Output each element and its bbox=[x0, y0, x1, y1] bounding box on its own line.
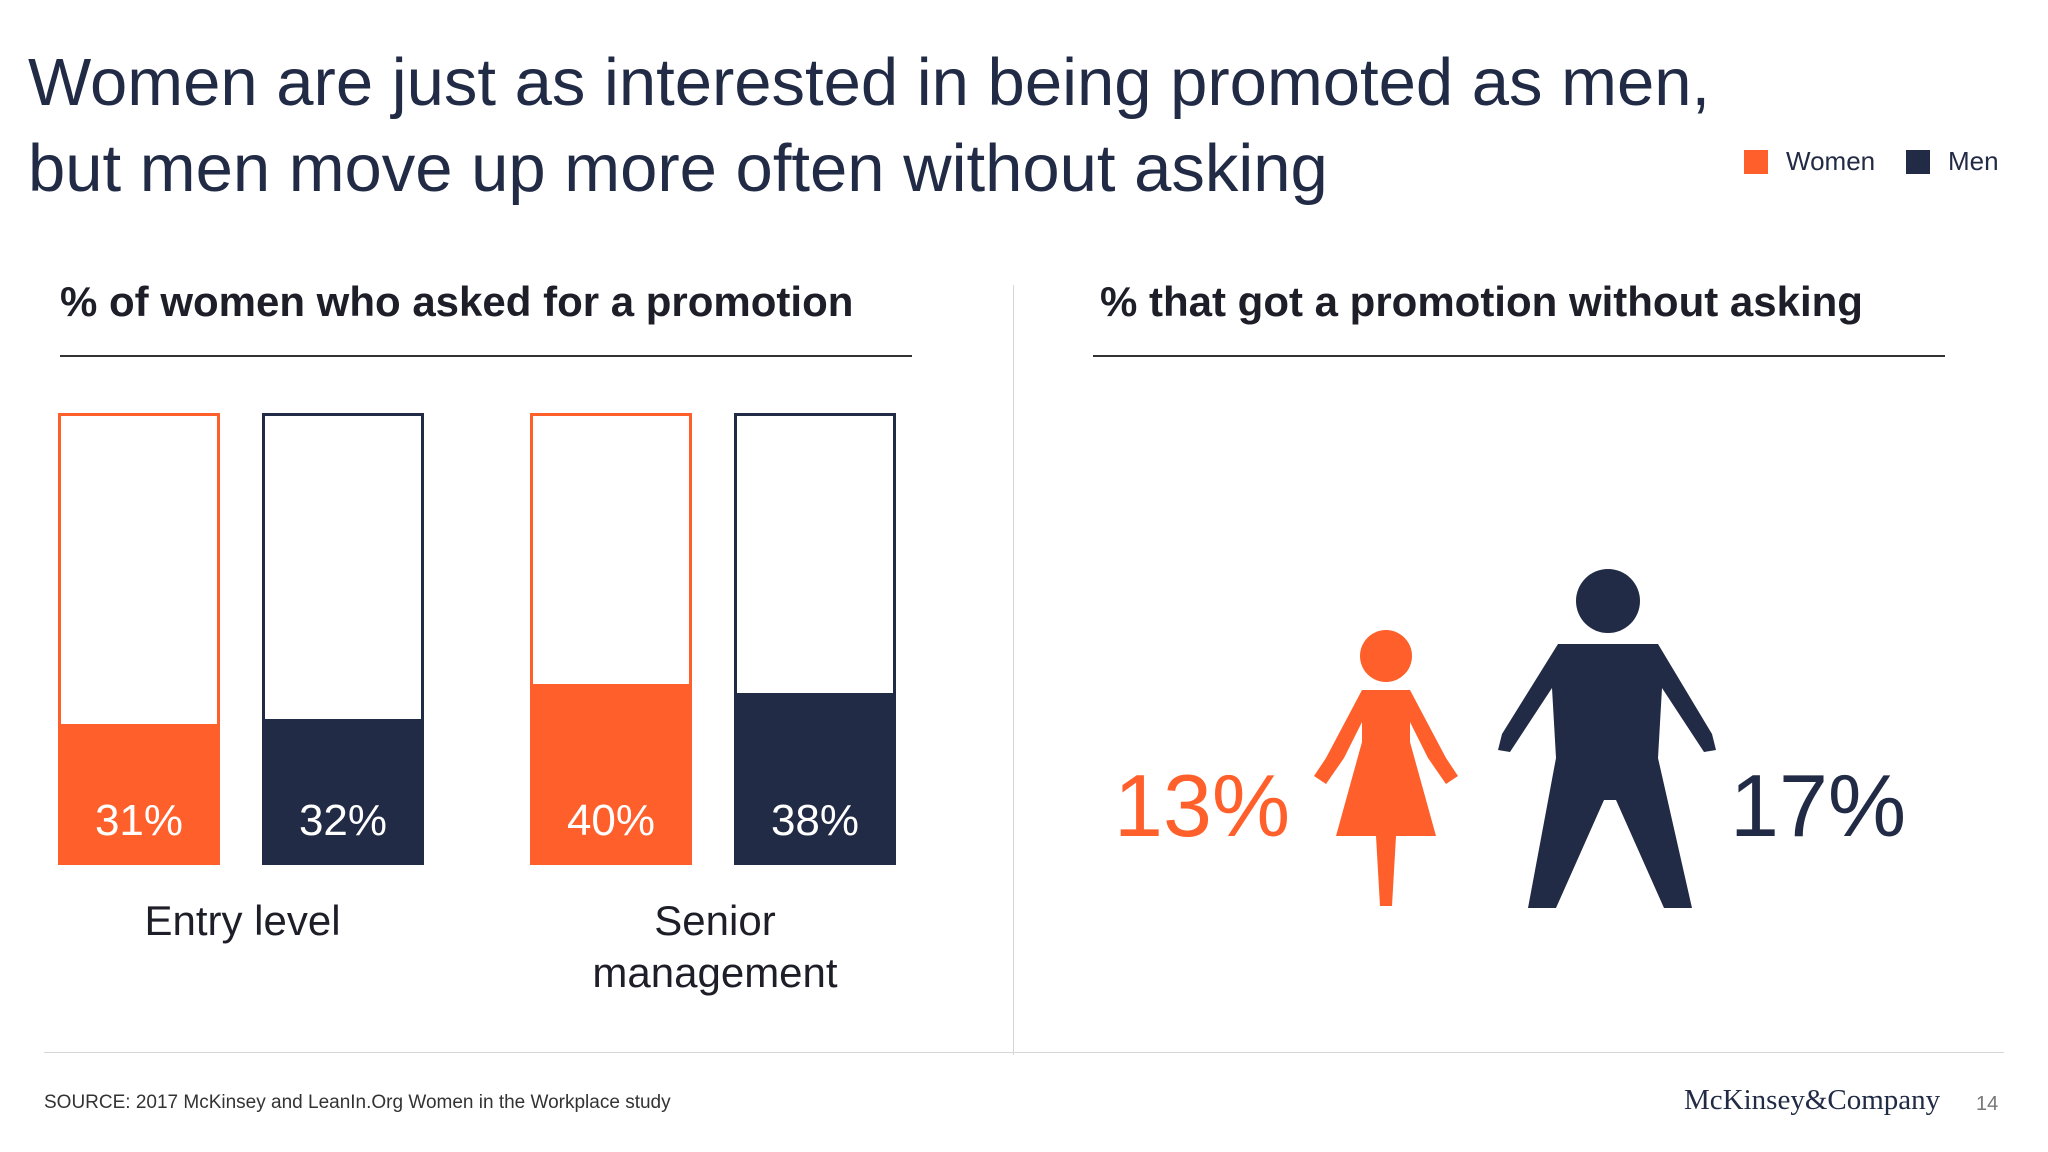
bar-men-1: 38% bbox=[734, 413, 896, 865]
bar-men-0: 32% bbox=[262, 413, 424, 865]
women-promotion-value: 13% bbox=[1114, 756, 1291, 855]
bar-fill-women-0 bbox=[61, 723, 217, 862]
page-title: Women are just as interested in being pr… bbox=[28, 45, 1711, 206]
bar-fill-men-0 bbox=[265, 719, 421, 862]
bar-value-label: 40% bbox=[566, 796, 656, 845]
woman-figure-icon bbox=[1314, 630, 1458, 906]
legend-women: Women bbox=[1744, 146, 1875, 177]
footer-rule bbox=[44, 1052, 2004, 1053]
bar-fill-women-1 bbox=[533, 683, 689, 862]
company-logo: McKinsey&Company bbox=[1684, 1084, 1941, 1116]
source-note: SOURCE: 2017 McKinsey and LeanIn.Org Wom… bbox=[44, 1092, 671, 1113]
bar-value-label: 38% bbox=[770, 796, 860, 845]
men-promotion-value: 17% bbox=[1730, 756, 1907, 855]
bar-women-0: 31% bbox=[58, 413, 220, 865]
legend-women-swatch bbox=[1744, 149, 1768, 174]
panel-divider bbox=[1013, 285, 1014, 1055]
bar-fill-men-1 bbox=[737, 692, 893, 862]
man-figure-icon bbox=[1498, 569, 1716, 908]
legend-men-label: Men bbox=[1948, 146, 1999, 176]
bar-value-label: 32% bbox=[298, 796, 388, 845]
category-label-entry-level: Entry level bbox=[144, 897, 341, 944]
right-heading-rule bbox=[1093, 355, 1945, 357]
bar-women-1: 40% bbox=[530, 413, 692, 865]
legend-men: Men bbox=[1906, 146, 1999, 177]
legend-women-label: Women bbox=[1786, 146, 1876, 176]
right-panel-heading: % that got a promotion without asking bbox=[1100, 278, 1863, 325]
page-number: 14 bbox=[1976, 1093, 1999, 1115]
left-heading-rule bbox=[60, 355, 912, 357]
bar-value-label: 31% bbox=[94, 796, 184, 845]
legend-men-swatch bbox=[1906, 149, 1930, 174]
left-panel-heading: % of women who asked for a promotion bbox=[60, 278, 854, 325]
category-label-senior-management: Senior management bbox=[592, 897, 838, 996]
